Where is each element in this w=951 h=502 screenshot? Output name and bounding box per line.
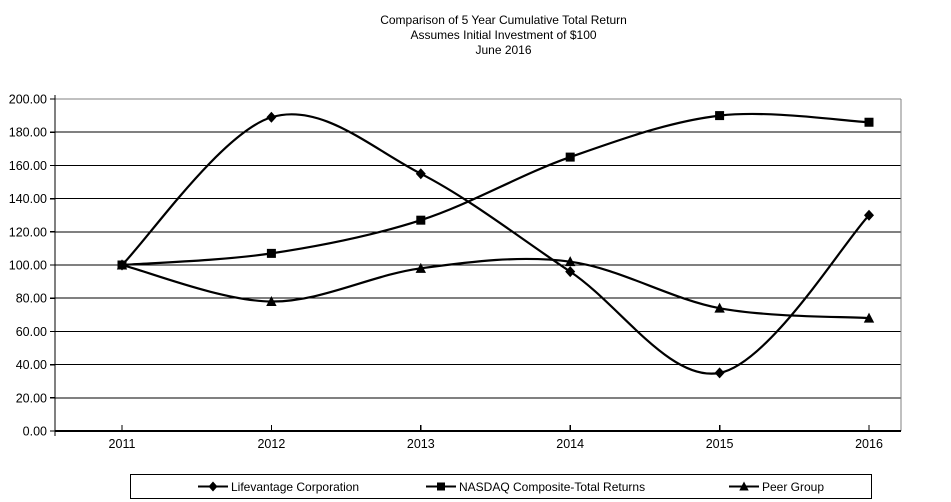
legend-label-lifevantage: Lifevantage Corporation xyxy=(231,479,360,494)
svg-text:160.00: 160.00 xyxy=(9,159,47,173)
svg-text:2016: 2016 xyxy=(855,437,883,451)
svg-text:0.00: 0.00 xyxy=(23,425,47,439)
square-marker-icon xyxy=(426,482,456,491)
svg-text:60.00: 60.00 xyxy=(16,325,47,339)
svg-text:2011: 2011 xyxy=(109,437,136,451)
svg-text:20.00: 20.00 xyxy=(16,391,47,405)
svg-text:180.00: 180.00 xyxy=(9,126,47,140)
legend-item-nasdaq: NASDAQ Composite-Total Returns xyxy=(426,475,645,498)
svg-text:2014: 2014 xyxy=(556,437,584,451)
legend-item-lifevantage: Lifevantage Corporation xyxy=(198,475,359,498)
legend-item-peer-group: Peer Group xyxy=(729,475,824,498)
title-line-1: Comparison of 5 Year Cumulative Total Re… xyxy=(380,13,627,27)
svg-text:120.00: 120.00 xyxy=(9,225,47,239)
svg-text:2015: 2015 xyxy=(706,437,734,451)
svg-text:200.00: 200.00 xyxy=(9,93,47,107)
legend: Lifevantage Corporation NASDAQ Composite… xyxy=(130,474,872,499)
svg-text:2013: 2013 xyxy=(407,437,435,451)
svg-text:140.00: 140.00 xyxy=(9,192,47,206)
svg-text:100.00: 100.00 xyxy=(9,259,47,273)
svg-text:2012: 2012 xyxy=(257,437,285,451)
title-line-3: June 2016 xyxy=(475,43,532,57)
svg-text:40.00: 40.00 xyxy=(16,358,47,372)
title-line-2: Assumes Initial Investment of $100 xyxy=(410,28,597,42)
triangle-marker-icon xyxy=(729,481,759,491)
chart-title: Comparison of 5 Year Cumulative Total Re… xyxy=(56,13,951,58)
legend-label-nasdaq: NASDAQ Composite-Total Returns xyxy=(459,479,646,494)
svg-text:80.00: 80.00 xyxy=(16,292,47,306)
diamond-marker-icon xyxy=(198,481,228,492)
legend-label-peer-group: Peer Group xyxy=(762,479,825,494)
